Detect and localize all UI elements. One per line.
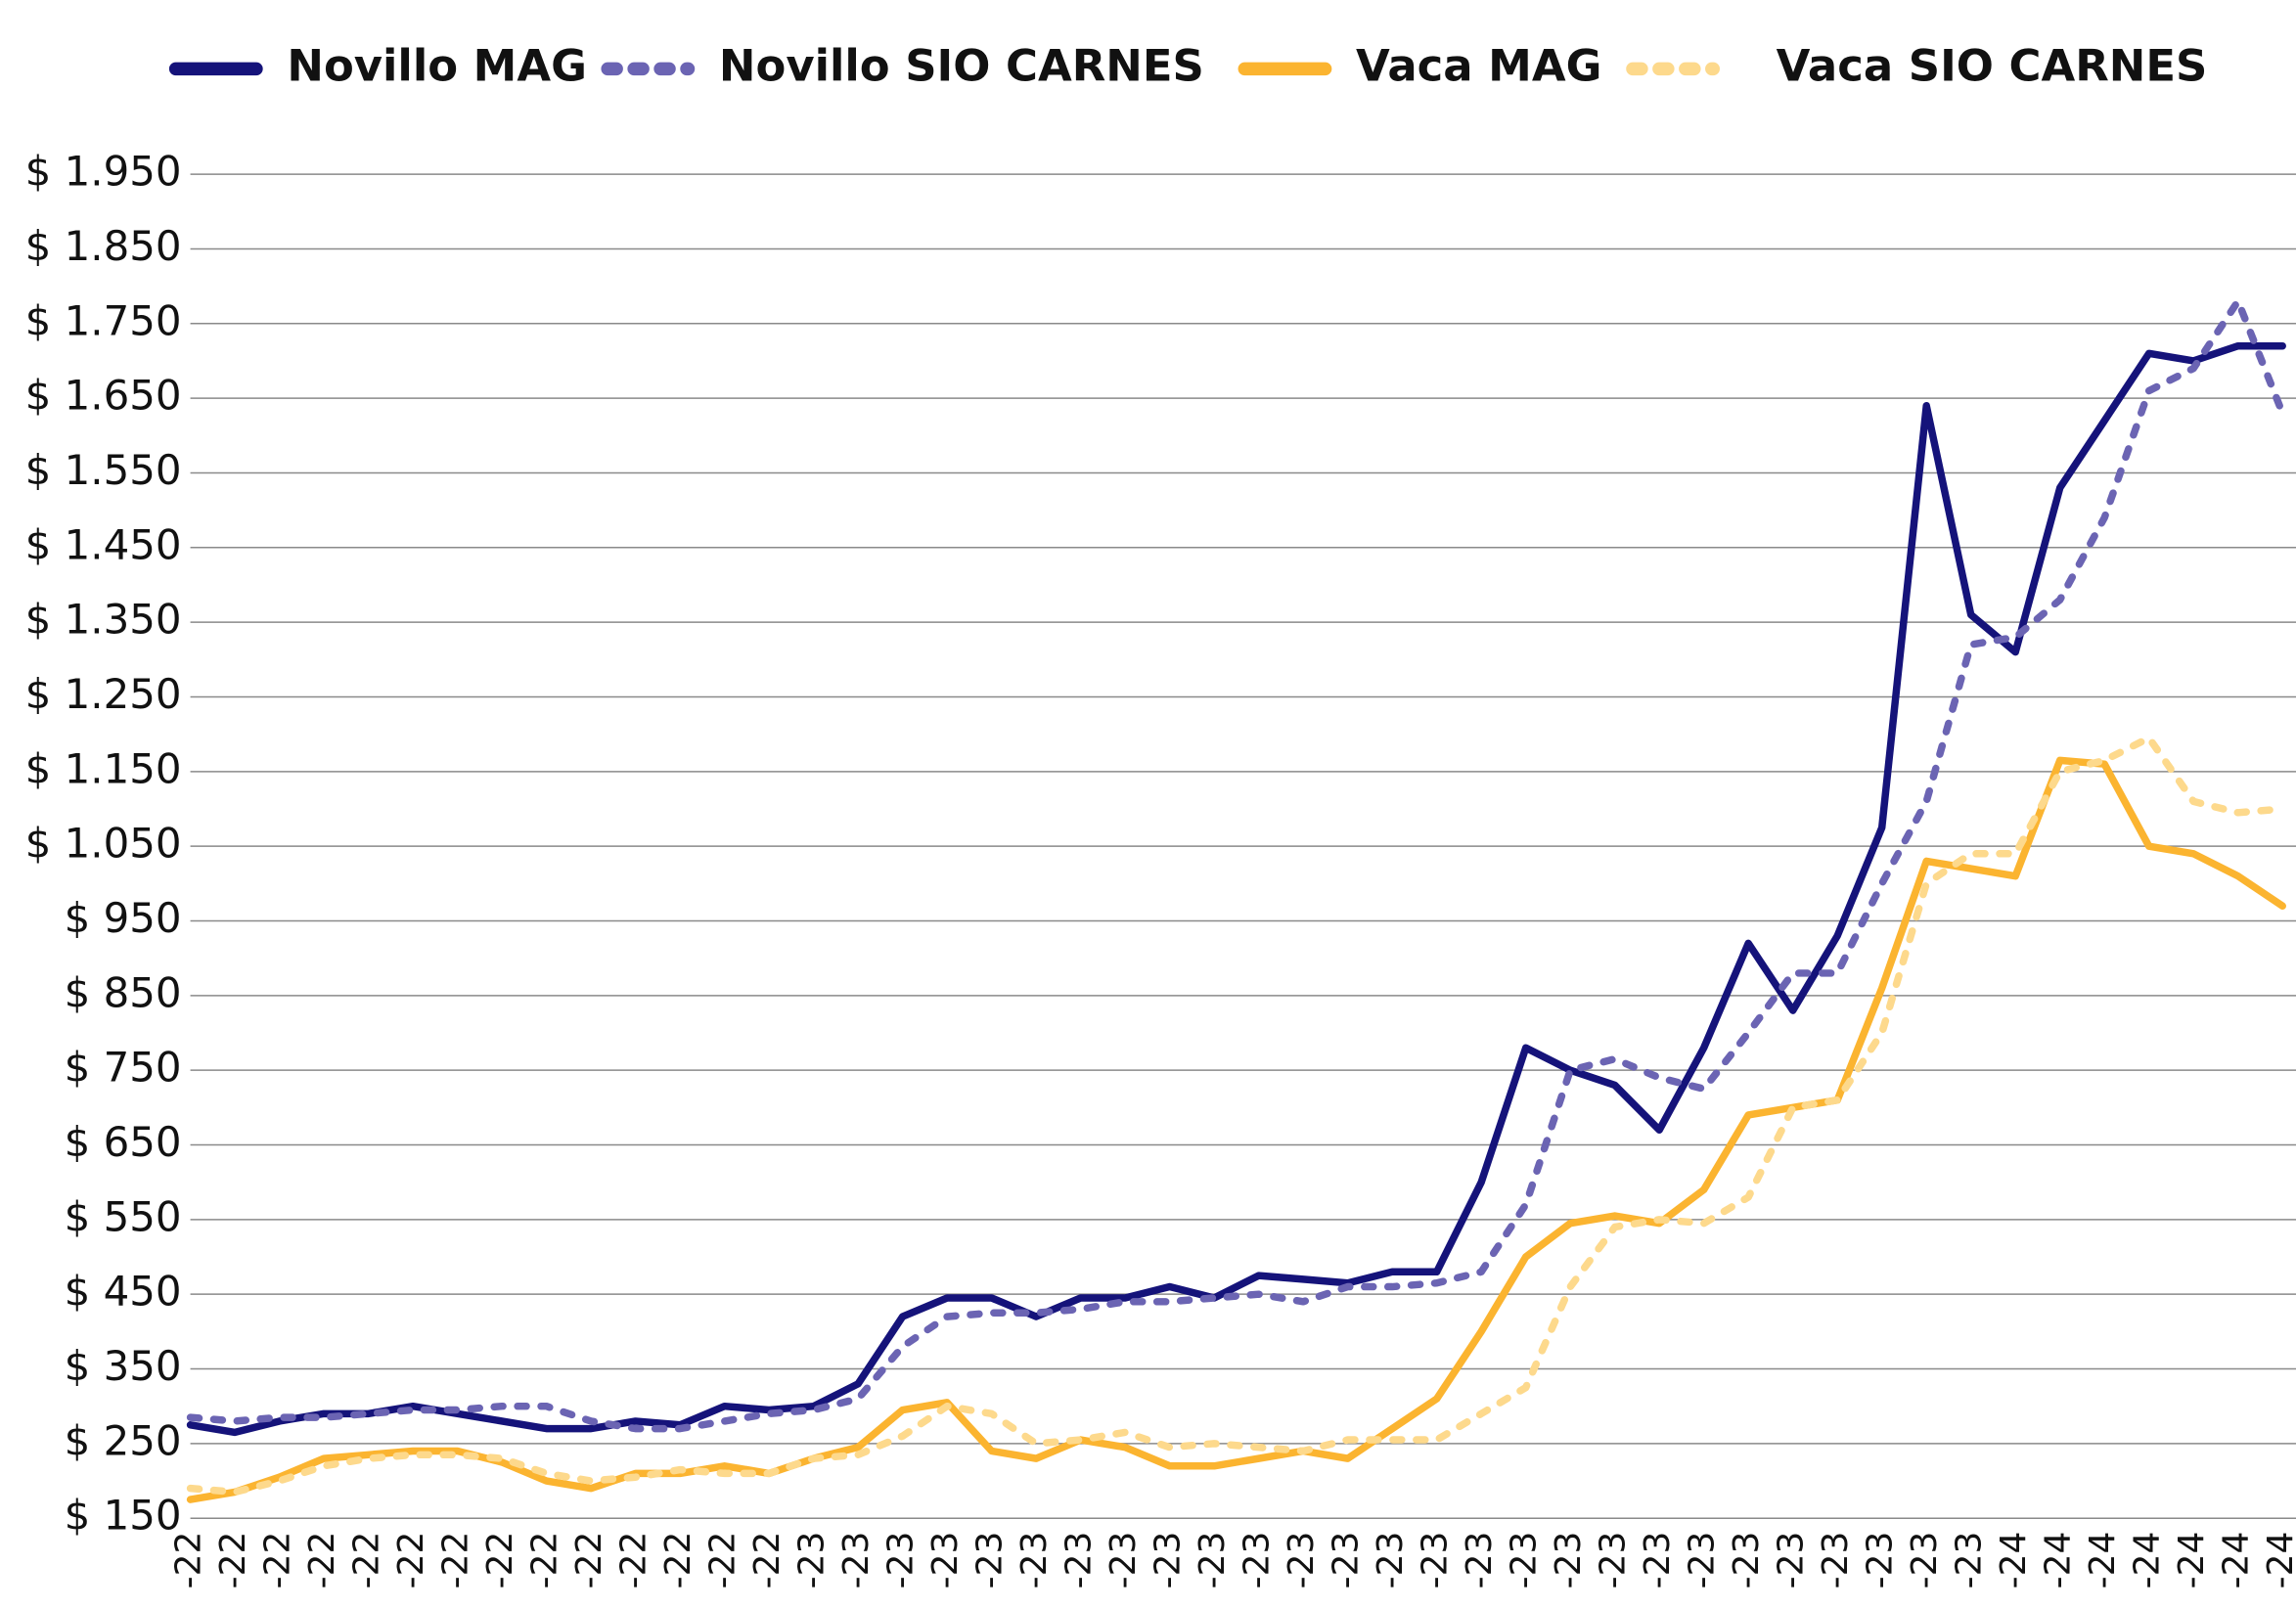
y-tick-label: $ 650 <box>65 1118 182 1166</box>
x-tick-label: -22 <box>258 1532 298 1589</box>
x-tick-label: -22 <box>347 1532 387 1589</box>
x-tick-label: -22 <box>213 1532 253 1589</box>
x-tick-label: -24 <box>2039 1532 2079 1589</box>
x-tick-label: -22 <box>569 1532 609 1589</box>
x-tick-label: -23 <box>1950 1532 1990 1589</box>
series-line <box>186 341 2286 1437</box>
y-tick-label: $ 550 <box>65 1192 182 1240</box>
x-tick-label: -23 <box>925 1532 966 1589</box>
x-tick-label: -23 <box>1460 1532 1500 1589</box>
x-tick-label: -23 <box>1861 1532 1901 1589</box>
x-tick-label: -23 <box>1371 1532 1411 1589</box>
y-tick-label: $ 1.950 <box>25 148 182 196</box>
legend-label: Novillo MAG <box>287 39 587 91</box>
y-tick-label: $ 350 <box>65 1342 182 1390</box>
x-tick-label: -23 <box>1103 1532 1144 1589</box>
x-tick-label: -24 <box>2172 1532 2212 1589</box>
y-tick-label: $ 1.350 <box>25 596 182 644</box>
legend-label: Novillo SIO CARNES <box>719 39 1204 91</box>
x-tick-label: -23 <box>1327 1532 1367 1589</box>
x-tick-label: -22 <box>614 1532 654 1589</box>
y-tick-label: $ 1.150 <box>25 744 182 792</box>
x-tick-label: -23 <box>1727 1532 1767 1589</box>
x-tick-label: -24 <box>1994 1532 2034 1589</box>
x-tick-label: -23 <box>1772 1532 1812 1589</box>
x-tick-label: -23 <box>1282 1532 1322 1589</box>
x-tick-label: -23 <box>1059 1532 1100 1589</box>
y-tick-label: $ 950 <box>65 894 182 942</box>
series-line <box>186 734 2286 1497</box>
x-tick-label: -22 <box>436 1532 476 1589</box>
x-tick-label: -22 <box>302 1532 342 1589</box>
x-tick-label: -23 <box>1683 1532 1723 1589</box>
y-tick-label: $ 250 <box>65 1416 182 1464</box>
x-tick-label: -23 <box>1594 1532 1634 1589</box>
x-tick-label: -23 <box>792 1532 833 1589</box>
x-tick-label: -24 <box>2217 1532 2257 1589</box>
x-tick-label: -22 <box>525 1532 565 1589</box>
x-tick-label: -23 <box>1014 1532 1055 1589</box>
y-tick-label: $ 450 <box>65 1268 182 1316</box>
y-tick-label: $ 1.550 <box>25 446 182 494</box>
x-tick-label: -24 <box>2128 1532 2168 1589</box>
y-tick-label: $ 850 <box>65 968 182 1016</box>
x-tick-label: -23 <box>1549 1532 1589 1589</box>
x-tick-label: -23 <box>970 1532 1011 1589</box>
x-tick-label: -23 <box>1238 1532 1278 1589</box>
x-tick-label: -22 <box>480 1532 520 1589</box>
y-tick-label: $ 1.650 <box>25 372 182 420</box>
series-line <box>186 756 2286 1503</box>
legend-label: Vaca SIO CARNES <box>1777 39 2208 91</box>
x-tick-label: -23 <box>1416 1532 1456 1589</box>
x-tick-label: -22 <box>169 1532 209 1589</box>
x-tick-label: -23 <box>836 1532 877 1589</box>
y-tick-label: $ 750 <box>65 1044 182 1092</box>
series-line <box>186 297 2286 1433</box>
x-tick-label: -22 <box>658 1532 698 1589</box>
y-tick-label: $ 1.450 <box>25 520 182 568</box>
x-tick-label: -22 <box>703 1532 743 1589</box>
x-tick-label: -23 <box>1905 1532 1945 1589</box>
x-tick-label: -23 <box>1193 1532 1233 1589</box>
x-tick-label: -23 <box>1816 1532 1856 1589</box>
x-tick-label: -24 <box>2083 1532 2123 1589</box>
x-tick-label: -24 <box>2261 1532 2296 1589</box>
y-tick-label: $ 1.050 <box>25 820 182 868</box>
x-tick-label: -23 <box>1505 1532 1545 1589</box>
y-tick-label: $ 1.850 <box>25 222 182 270</box>
x-tick-label: -23 <box>1638 1532 1678 1589</box>
y-tick-label: $ 1.250 <box>25 670 182 718</box>
legend-label: Vaca MAG <box>1356 39 1601 91</box>
y-tick-label: $ 1.750 <box>25 296 182 344</box>
x-tick-label: -23 <box>881 1532 922 1589</box>
x-tick-label: -22 <box>391 1532 431 1589</box>
y-tick-label: $ 150 <box>65 1492 182 1540</box>
x-tick-label: -22 <box>747 1532 788 1589</box>
x-tick-label: -23 <box>1148 1532 1189 1589</box>
